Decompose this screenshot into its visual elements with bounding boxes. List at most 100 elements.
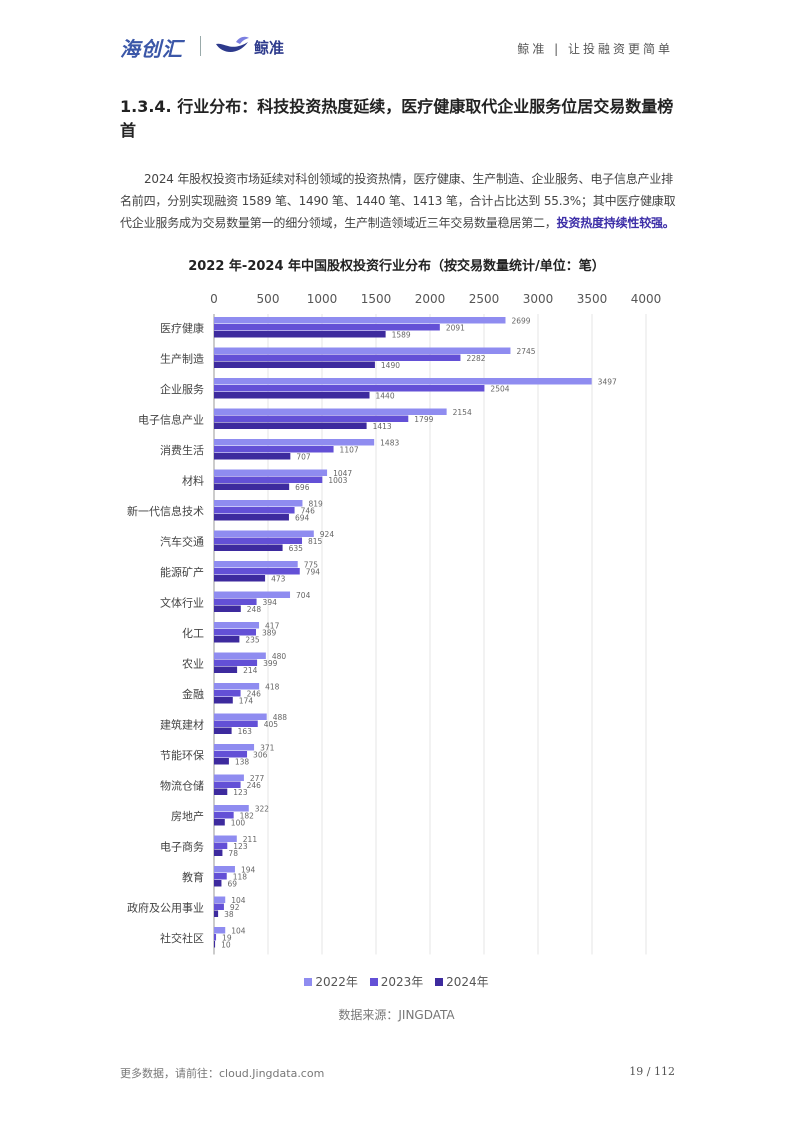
- bar-2024年: [214, 636, 240, 643]
- data-label: 277: [250, 774, 265, 783]
- legend-swatch-2022: [304, 978, 313, 986]
- data-label: 2745: [516, 347, 535, 356]
- jingzhun-logo: 鲸准: [254, 39, 285, 57]
- bar-2024年: [214, 697, 233, 704]
- data-label: 214: [243, 666, 258, 675]
- x-tick-label-0: 0: [210, 292, 218, 306]
- data-label: 1003: [328, 476, 347, 485]
- bar-2022年: [214, 744, 255, 751]
- bar-2022年: [214, 622, 260, 629]
- chart-legend: 2022年 2023年 2024年: [0, 973, 793, 990]
- bar-2022年: [214, 561, 298, 568]
- bar-2024年: [214, 849, 223, 856]
- data-label: 2091: [446, 324, 465, 333]
- data-label: 775: [304, 561, 319, 570]
- data-label: 211: [243, 835, 258, 844]
- bar-2022年: [214, 805, 249, 812]
- bar-2023年: [214, 568, 300, 575]
- data-label: 100: [231, 819, 246, 828]
- data-label: 92: [230, 903, 240, 912]
- data-label: 163: [238, 727, 253, 736]
- bar-2024年: [214, 758, 229, 765]
- category-label: 农业: [182, 657, 204, 671]
- data-label: 635: [289, 544, 304, 553]
- data-label: 19: [222, 934, 232, 943]
- data-label: 2282: [466, 354, 485, 363]
- bar-2022年: [214, 317, 506, 324]
- data-label: 138: [235, 758, 250, 767]
- data-label: 746: [301, 507, 316, 516]
- x-tick-label-2000: 2000: [415, 292, 446, 306]
- bar-2022年: [214, 500, 303, 507]
- data-label: 78: [228, 849, 238, 858]
- data-label: 418: [265, 683, 280, 692]
- data-label: 389: [262, 629, 277, 638]
- bar-2024年: [214, 575, 266, 582]
- bar-2022年: [214, 591, 291, 598]
- data-label: 394: [263, 598, 278, 607]
- section-title: 1.3.4. 行业分布：科技投资热度延续，医疗健康取代企业服务位居交易数量榜首: [120, 97, 674, 140]
- data-label: 417: [265, 622, 280, 631]
- paragraph-text: 2024 年股权投资市场延续对科创领域的投资热情，医疗健康、生产制造、企业服务、…: [120, 172, 676, 230]
- data-label: 104: [231, 896, 246, 905]
- chart-title: 2022 年-2024 年中国股权投资行业分布（按交易数量统计/单位：笔）: [188, 259, 605, 274]
- data-label: 322: [255, 805, 270, 814]
- data-label: 815: [308, 537, 323, 546]
- bar-2023年: [214, 354, 461, 361]
- data-label: 694: [295, 514, 310, 523]
- legend-item-2023: 2023年: [369, 973, 424, 990]
- bar-2024年: [214, 788, 228, 795]
- bar-2024年: [214, 453, 291, 460]
- bar-2022年: [214, 347, 511, 354]
- bar-2022年: [214, 713, 267, 720]
- bar-2022年: [214, 652, 266, 659]
- data-label: 1107: [340, 446, 359, 455]
- bar-2023年: [214, 507, 295, 514]
- body-paragraph: 2024 年股权投资市场延续对科创领域的投资热情，医疗健康、生产制造、企业服务、…: [120, 168, 680, 234]
- x-tick-label-3000: 3000: [523, 292, 554, 306]
- data-label: 1490: [381, 361, 400, 370]
- category-label: 社交社区: [160, 931, 204, 945]
- data-label: 1440: [376, 392, 395, 401]
- bar-2023年: [214, 751, 248, 758]
- bar-2023年: [214, 324, 440, 331]
- bar-2024年: [214, 880, 222, 887]
- data-label: 246: [247, 781, 262, 790]
- page-header: 海创汇 鲸准 鲸准 | 让投融资更简单: [0, 0, 793, 80]
- bar-2024年: [214, 941, 216, 948]
- category-label: 政府及公用事业: [127, 901, 204, 915]
- data-label: 246: [247, 690, 262, 699]
- bar-2023年: [214, 385, 485, 392]
- data-label: 1799: [414, 415, 433, 424]
- data-label: 488: [273, 713, 288, 722]
- bar-2024年: [214, 605, 241, 612]
- bar-2024年: [214, 361, 375, 368]
- data-label: 405: [264, 720, 279, 729]
- legend-item-2024: 2024年: [435, 973, 489, 990]
- bar-2023年: [214, 537, 303, 544]
- bar-2023年: [214, 903, 224, 910]
- category-label: 电子商务: [160, 840, 204, 854]
- bar-2023年: [214, 720, 258, 727]
- data-label: 707: [296, 453, 311, 462]
- bar-2023年: [214, 629, 257, 636]
- data-label: 2154: [453, 408, 472, 417]
- bar-2023年: [214, 781, 241, 788]
- x-tick-label-4000: 4000: [631, 292, 662, 306]
- data-label: 480: [272, 652, 287, 661]
- data-label: 696: [295, 483, 310, 492]
- data-source: 数据来源：JINGDATA: [338, 1008, 455, 1022]
- category-label: 消费生活: [160, 443, 204, 457]
- data-label: 306: [253, 751, 268, 760]
- data-label: 924: [320, 530, 335, 539]
- legend-label-2023: 2023年: [380, 975, 424, 989]
- bar-2022年: [214, 378, 592, 385]
- x-tick-label-500: 500: [257, 292, 280, 306]
- x-tick-label-1500: 1500: [361, 292, 392, 306]
- bar-2022年: [214, 927, 226, 934]
- x-tick-label-1000: 1000: [307, 292, 338, 306]
- data-label: 38: [224, 910, 234, 919]
- data-label: 1413: [373, 422, 392, 431]
- bar-2024年: [214, 514, 289, 521]
- data-label: 2699: [511, 317, 530, 326]
